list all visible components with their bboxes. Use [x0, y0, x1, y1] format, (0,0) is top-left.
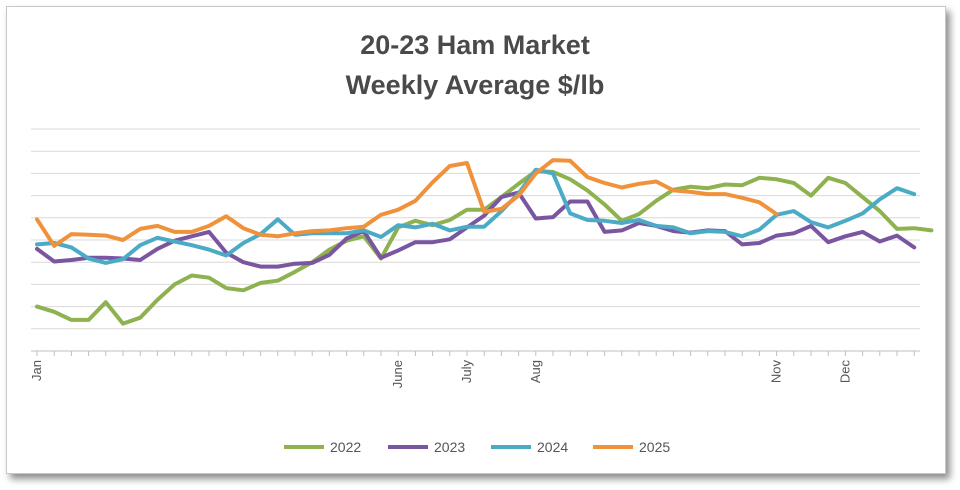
x-tick-label: July — [459, 360, 474, 384]
x-axis: Jan June July Aug Nov Dec — [29, 350, 920, 388]
chart-subtitle: Weekly Average $/lb — [345, 70, 605, 100]
chart-title: 20-23 Ham Market — [360, 30, 590, 60]
series-line-2024 — [35, 167, 917, 265]
series-line-2022 — [35, 169, 934, 326]
x-tick-label: Jan — [29, 360, 44, 381]
series-line-2023 — [35, 190, 917, 269]
x-tick-label: June — [390, 360, 405, 388]
series-line-2025 — [35, 158, 779, 248]
x-tick-label: Dec — [837, 360, 852, 384]
legend-label: 2025 — [639, 439, 670, 455]
legend-item-2024: 2024 — [491, 439, 568, 455]
legend-label: 2024 — [537, 439, 568, 455]
legend-item-2022: 2022 — [284, 439, 361, 455]
legend-label: 2022 — [330, 439, 361, 455]
x-tick-label: Nov — [769, 360, 784, 384]
series-lines — [35, 158, 934, 326]
legend-item-2025: 2025 — [593, 439, 670, 455]
gridlines — [31, 128, 920, 352]
legend: 2022 2023 2024 2025 — [284, 439, 670, 455]
x-tick-label: Aug — [528, 360, 543, 383]
legend-item-2023: 2023 — [388, 439, 465, 455]
legend-label: 2023 — [434, 439, 465, 455]
